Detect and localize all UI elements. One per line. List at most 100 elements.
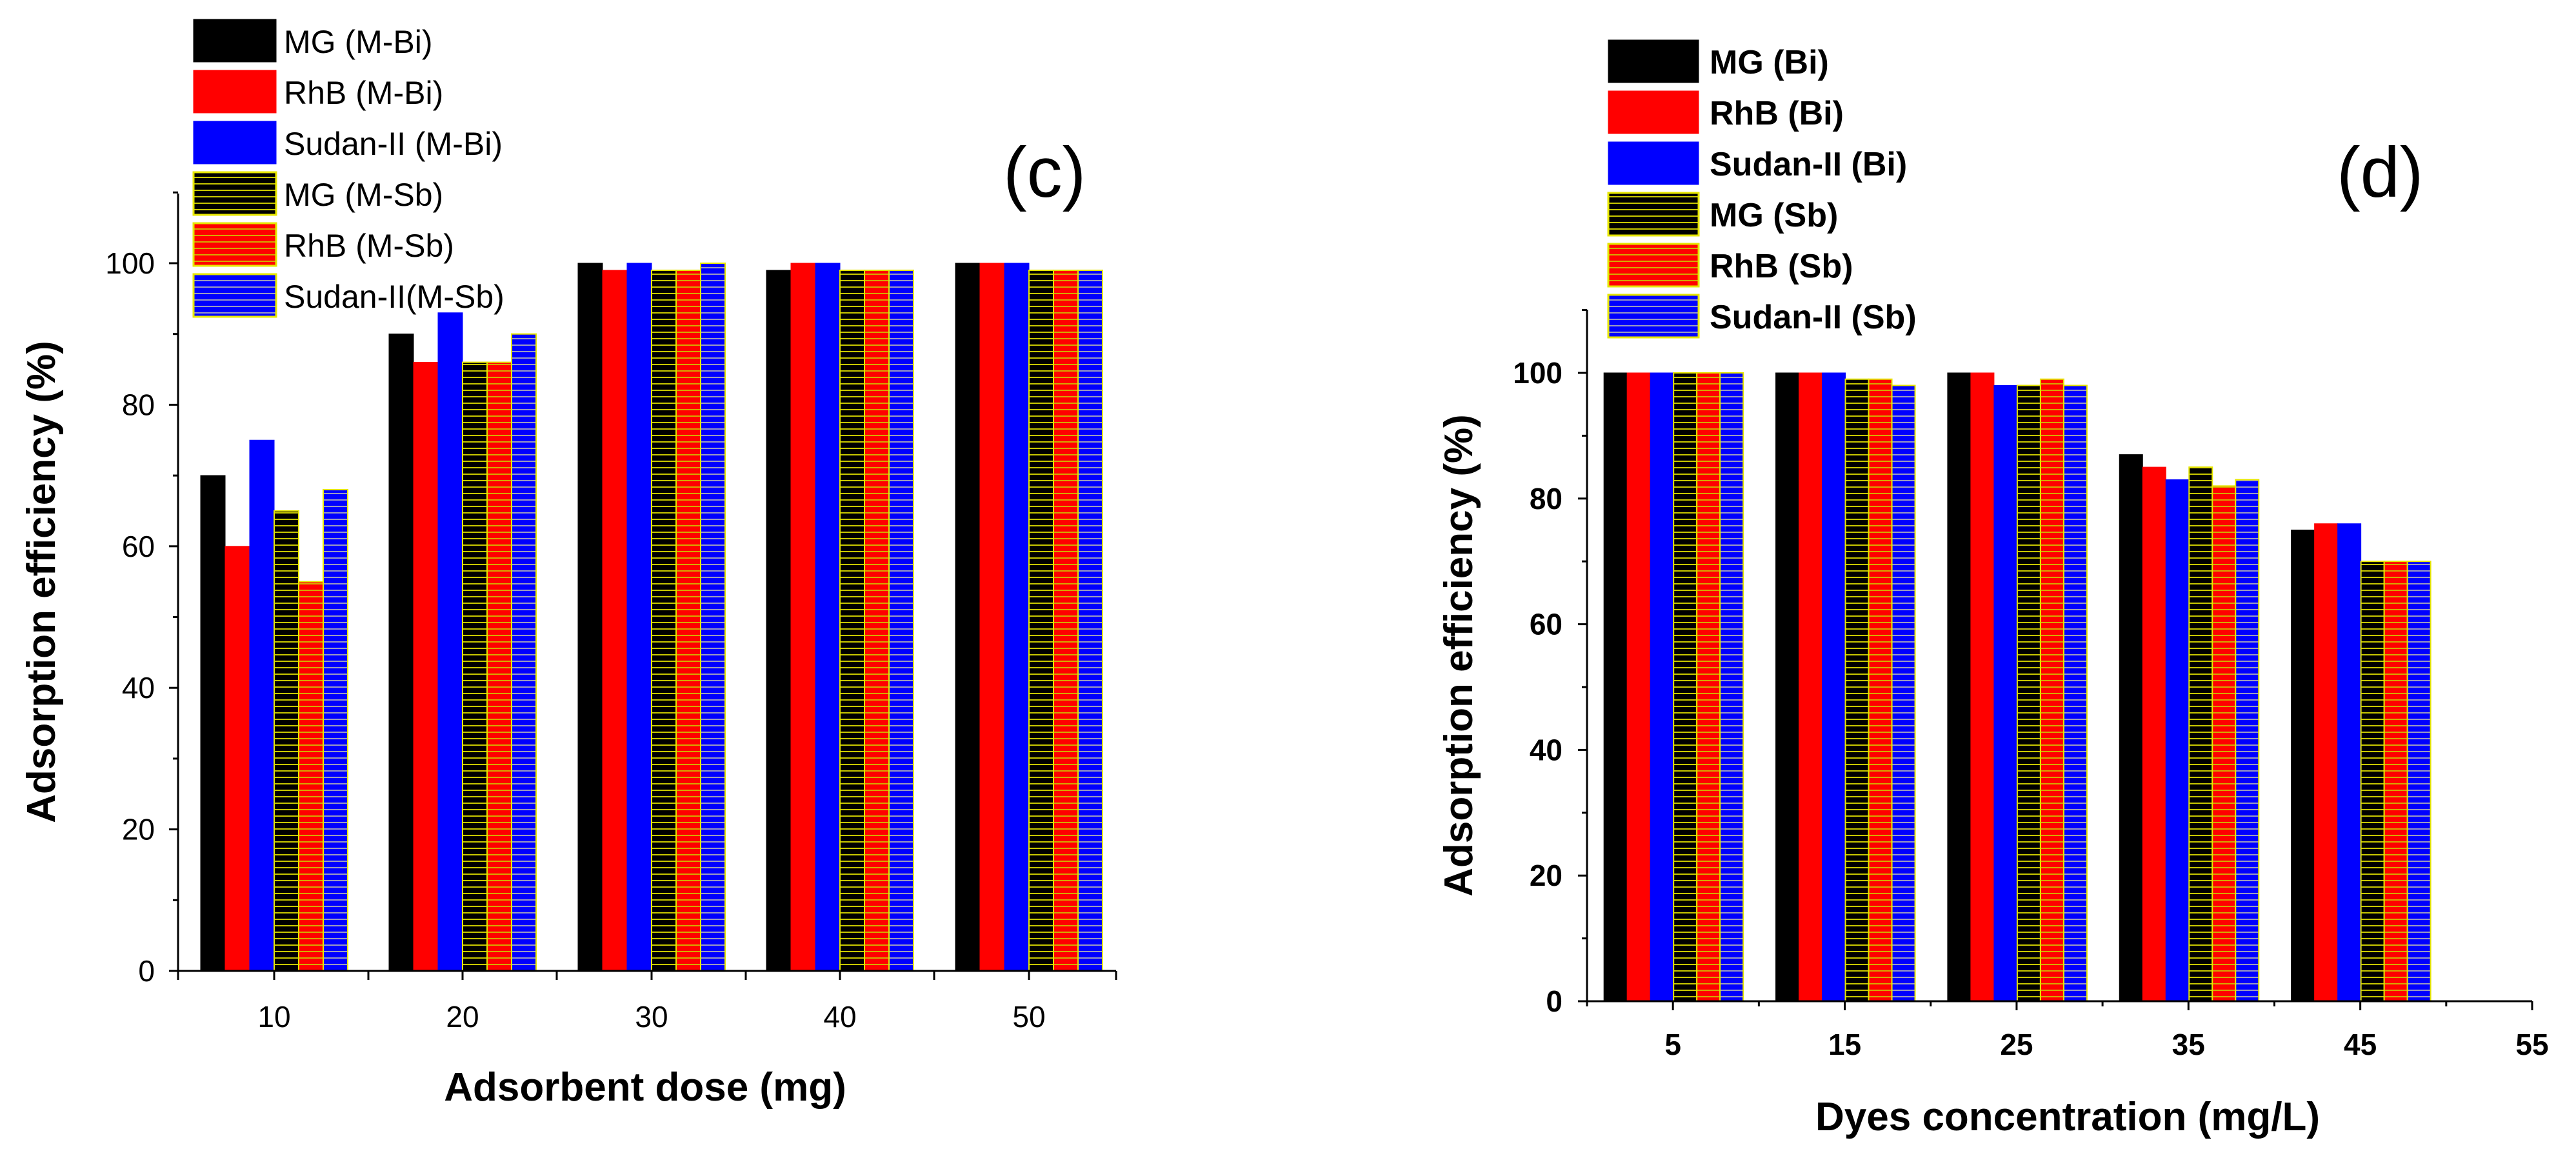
bar-0-15 — [1775, 372, 1800, 1002]
bar-1-30 — [602, 270, 628, 972]
x-tick-label: 40 — [823, 1000, 856, 1033]
x-axis-title: Adsorbent dose (mg) — [444, 1065, 846, 1110]
x-tick-label: 50 — [1012, 1000, 1045, 1033]
y-axis-title: Adsorption efficiency (%) — [1437, 414, 1481, 897]
bar-4-25 — [2039, 378, 2064, 1002]
legend: MG (Bi) RhB (Bi) Sudan-II (Bi) MG (Sb) RhB (… — [1607, 39, 1917, 339]
legend-swatch — [192, 171, 277, 216]
bar-4-15 — [1868, 378, 1893, 1002]
bar-0-30 — [577, 263, 603, 972]
legend-swatch — [1608, 141, 1699, 185]
bar-0-10 — [200, 475, 226, 972]
legend-swatch — [1608, 39, 1699, 83]
y-ticks: 0 20 40 60 80 100 — [1513, 309, 1587, 1018]
bar-0-25 — [1947, 372, 1972, 1002]
bar-5-25 — [2062, 384, 2088, 1002]
bar-2-40 — [815, 263, 841, 972]
x-tick-label: 55 — [2515, 1028, 2548, 1061]
bar-5-35 — [2235, 479, 2260, 1002]
bar-5-45 — [2406, 561, 2431, 1002]
bar-0-5 — [1603, 372, 1628, 1002]
bar-2-5 — [1650, 372, 1674, 1002]
bar-5-15 — [1891, 384, 1916, 1002]
chart-panel-d: 0 20 40 60 80 100 5 15 25 35 45 55 Dyes concentrat… — [1437, 39, 2549, 1139]
x-tick-label: 35 — [2172, 1028, 2205, 1061]
bar-1-50 — [979, 263, 1005, 972]
bar-5-10 — [323, 489, 348, 972]
x-tick-label: 5 — [1664, 1028, 1681, 1061]
x-tick-label: 25 — [2000, 1028, 2033, 1061]
bar-1-25 — [1970, 372, 1995, 1002]
legend-swatch — [1607, 294, 1700, 339]
legend-swatch — [193, 121, 277, 165]
bar-4-45 — [2383, 561, 2408, 1002]
bar-1-10 — [225, 546, 250, 972]
y-tick-label: 60 — [1530, 608, 1563, 641]
bar-1-20 — [413, 362, 439, 972]
bar-4-10 — [298, 581, 324, 972]
x-ticks: 10 20 30 40 50 — [177, 971, 1117, 1033]
bar-3-40 — [839, 269, 865, 972]
legend-swatch — [193, 19, 277, 63]
y-tick-label: 0 — [138, 954, 155, 988]
y-tick-label: 40 — [1530, 733, 1563, 766]
bar-0-40 — [766, 270, 792, 972]
x-tick-label: 20 — [446, 1000, 479, 1033]
bar-5-5 — [1719, 372, 1744, 1002]
legend-label: RhB (M-Sb) — [284, 228, 454, 264]
x-axis-title: Dyes concentration (mg/L) — [1815, 1095, 2320, 1139]
bar-2-20 — [437, 312, 463, 972]
y-axis-title: Adsorption efficiency (%) — [19, 341, 64, 823]
bar-1-5 — [1626, 372, 1651, 1002]
bar-2-30 — [626, 263, 652, 972]
x-tick-label: 10 — [257, 1000, 290, 1033]
legend-label: MG (M-Sb) — [284, 177, 443, 213]
bar-3-35 — [2188, 466, 2213, 1002]
bar-0-35 — [2119, 454, 2143, 1002]
bar-4-30 — [675, 269, 701, 972]
bar-2-50 — [1004, 263, 1030, 972]
legend-swatch — [1607, 192, 1700, 237]
legend-label: MG (Bi) — [1710, 44, 1829, 81]
bar-4-35 — [2212, 485, 2237, 1002]
y-tick-label: 80 — [1530, 482, 1563, 515]
legend-label: RhB (Sb) — [1710, 248, 1853, 285]
bar-3-5 — [1673, 372, 1698, 1002]
legend-label: Sudan-II (M-Bi) — [284, 126, 503, 162]
bar-1-40 — [790, 263, 816, 972]
bar-3-45 — [2360, 561, 2385, 1002]
legend-swatch — [193, 70, 277, 114]
panel-label: (c) — [1003, 133, 1086, 212]
bar-3-30 — [651, 269, 677, 972]
y-ticks: 0 20 40 60 80 100 — [105, 191, 178, 988]
bar-4-50 — [1053, 269, 1079, 972]
legend-label: RhB (Bi) — [1710, 95, 1844, 132]
legend-label: RhB (M-Bi) — [284, 75, 443, 111]
bar-0-20 — [388, 334, 414, 972]
y-tick-label: 20 — [1530, 859, 1563, 892]
bar-3-15 — [1844, 378, 1870, 1002]
bar-5-30 — [700, 263, 726, 972]
legend-label: Sudan-II(M-Sb) — [284, 279, 504, 315]
legend-label: Sudan-II (Bi) — [1710, 146, 1907, 183]
y-tick-label: 100 — [1513, 356, 1563, 390]
legend-label: Sudan-II (Sb) — [1710, 299, 1917, 336]
bars — [200, 263, 1103, 972]
legend-swatch — [1608, 90, 1699, 134]
bar-2-45 — [2337, 523, 2362, 1002]
legend-label: MG (Sb) — [1710, 197, 1838, 234]
bar-5-50 — [1077, 269, 1103, 972]
bar-1-45 — [2314, 523, 2339, 1002]
x-tick-label: 45 — [2344, 1028, 2377, 1061]
legend-label: MG (M-Bi) — [284, 24, 433, 60]
legend-swatch — [192, 222, 277, 267]
bar-4-5 — [1696, 372, 1721, 1002]
chart-panel-c: 0 20 40 60 80 100 10 20 30 40 50 Adsorbent dose (… — [19, 19, 1117, 1110]
bar-3-50 — [1028, 269, 1054, 972]
bar-4-40 — [864, 269, 890, 972]
bar-1-35 — [2142, 466, 2166, 1002]
y-tick-label: 100 — [105, 246, 155, 280]
y-tick-label: 60 — [122, 530, 155, 563]
bar-1-15 — [1799, 372, 1823, 1002]
